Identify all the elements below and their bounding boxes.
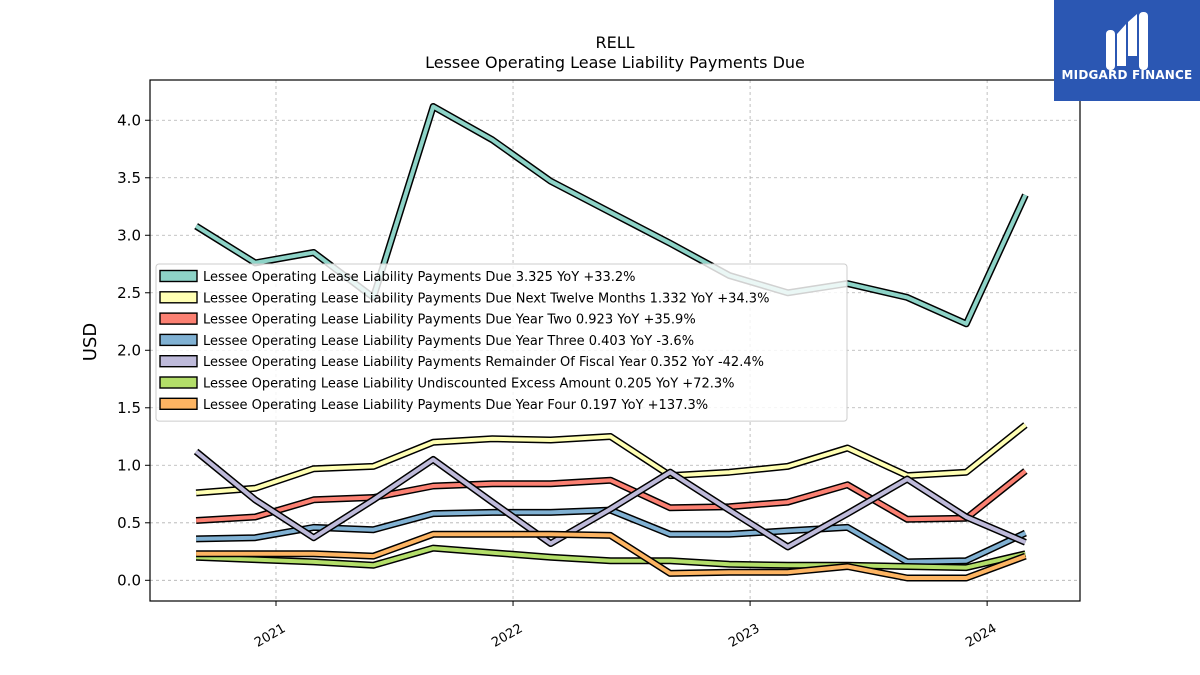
y-tick-label: 1.5 <box>117 399 141 417</box>
series-2 <box>195 422 1028 497</box>
logo-text: MIDGARD FINANCE <box>1061 68 1193 82</box>
legend-entry: Lessee Operating Lease Liability Payment… <box>203 398 708 413</box>
legend-swatch <box>159 355 198 368</box>
y-tick-label: 4.0 <box>117 111 141 129</box>
y-axis-ticks: 0.0 0.5 1.0 1.5 2.0 2.5 3.0 3.5 4.0 <box>117 111 150 589</box>
series-line <box>195 423 1027 495</box>
legend-swatch <box>159 376 198 389</box>
legend-swatch <box>159 312 198 325</box>
legend-entry: Lessee Operating Lease Liability Payment… <box>203 291 769 306</box>
legend-entry: Lessee Operating Lease Liability Undisco… <box>203 377 734 392</box>
y-tick-label: 2.0 <box>117 341 141 359</box>
series-7 <box>196 530 1027 582</box>
chart-subtitle: Lessee Operating Lease Liability Payment… <box>425 53 805 72</box>
y-tick-label: 0.0 <box>117 571 141 589</box>
plot-area-frame <box>149 79 1081 602</box>
legend-entry: Lessee Operating Lease Liability Payment… <box>203 355 764 370</box>
legend-box <box>155 263 848 422</box>
y-axis-label: USD <box>80 323 101 361</box>
series-6 <box>195 544 1027 572</box>
chart-title: RELL <box>595 33 634 52</box>
series-line <box>196 546 1026 570</box>
x-tick-label: 2023 <box>726 621 762 651</box>
legend: Lessee Operating Lease Liability Payment… <box>155 263 848 422</box>
brand-logo: MIDGARD FINANCE <box>1054 0 1200 101</box>
legend-entry: Lessee Operating Lease Liability Payment… <box>203 270 636 285</box>
logo-mark-icon <box>1106 12 1148 70</box>
series-line <box>195 469 1027 523</box>
y-tick-label: 1.0 <box>117 456 141 474</box>
legend-swatch <box>159 397 198 410</box>
x-tick-label: 2021 <box>252 621 288 651</box>
series-line <box>196 532 1027 580</box>
y-tick-label: 3.5 <box>117 169 141 187</box>
series-line <box>194 449 1027 549</box>
legend-swatch <box>159 291 198 304</box>
x-axis-ticks: 2021 2022 2023 2024 <box>252 601 999 651</box>
y-tick-label: 3.0 <box>117 226 141 244</box>
legend-entry: Lessee Operating Lease Liability Payment… <box>203 313 696 328</box>
x-tick-label: 2024 <box>963 621 999 651</box>
x-tick-label: 2022 <box>489 621 525 651</box>
legend-swatch <box>159 269 198 283</box>
series-5 <box>193 448 1027 551</box>
series-3 <box>195 468 1028 524</box>
y-tick-label: 2.5 <box>117 284 141 302</box>
legend-swatch <box>159 333 198 347</box>
y-tick-label: 0.5 <box>117 514 141 532</box>
legend-entry: Lessee Operating Lease Liability Payment… <box>203 334 694 349</box>
